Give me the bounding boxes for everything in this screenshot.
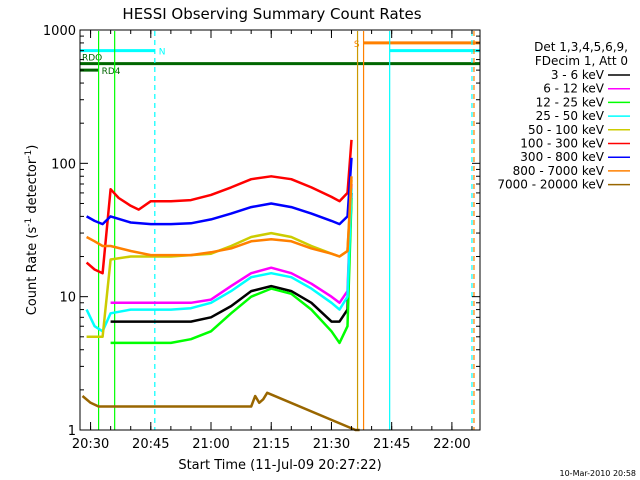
x-tick-label-3: 21:15 bbox=[253, 437, 290, 452]
legend-label-6: 300 - 800 keV bbox=[520, 150, 604, 164]
x-tick-label-4: 21:30 bbox=[313, 437, 350, 452]
legend-label-0: 3 - 6 keV bbox=[551, 68, 605, 82]
y-tick-label-2: 100 bbox=[51, 157, 76, 172]
vertical-markers-layer bbox=[98, 31, 475, 430]
legend-label-3: 25 - 50 keV bbox=[536, 109, 605, 123]
series-line-3 bbox=[85, 188, 353, 333]
x-tick-label-6: 22:00 bbox=[433, 437, 470, 452]
y-axis-label: Count Rate (s-1 detector-1) bbox=[24, 145, 40, 316]
y-tick-label-1: 10 bbox=[59, 291, 76, 306]
chart-title: HESSI Observing Summary Count Rates bbox=[122, 5, 421, 23]
x-tick-label-1: 20:45 bbox=[132, 437, 169, 452]
x-axis-label: Start Time (11-Jul-09 20:27:22) bbox=[178, 458, 381, 473]
series-line-7 bbox=[86, 176, 353, 258]
legend-label-5: 100 - 300 keV bbox=[520, 137, 604, 151]
x-tick-label-0: 20:30 bbox=[72, 437, 109, 452]
date-stamp: 10-Mar-2010 20:58 bbox=[560, 469, 637, 478]
series-line-5 bbox=[85, 139, 353, 275]
flag-label-s: S bbox=[354, 40, 360, 50]
series-line-8 bbox=[81, 391, 360, 432]
y-axis-label-sup2: -1 bbox=[24, 150, 34, 159]
x-tick-label-5: 21:45 bbox=[373, 437, 410, 452]
legend-label-7: 800 - 7000 keV bbox=[513, 164, 605, 178]
series-line-0 bbox=[110, 192, 353, 323]
y-tick-label-0: 1 bbox=[68, 424, 76, 439]
x-tick-label-2: 21:00 bbox=[192, 437, 229, 452]
y-axis-label-sup1: -1 bbox=[24, 218, 34, 227]
x-axis: 20:30 20:45 21:00 21:15 21:30 21:45 22:00 bbox=[72, 30, 473, 452]
series-layer bbox=[81, 139, 360, 432]
y-tick-label-3: 1000 bbox=[43, 24, 76, 39]
legend-header-2: FDecim 1, Att 0 bbox=[535, 54, 628, 68]
legend-label-4: 50 - 100 keV bbox=[528, 123, 605, 137]
y-axis-label-main: Count Rate (s bbox=[25, 227, 40, 316]
plot-frame bbox=[79, 29, 481, 431]
legend-label-1: 6 - 12 keV bbox=[543, 82, 605, 96]
flag-label-n: N bbox=[159, 48, 166, 58]
series-line-6 bbox=[85, 157, 353, 226]
series-line-1 bbox=[110, 183, 353, 305]
legend: Det 1,3,4,5,6,9, FDecim 1, Att 0 3 - 6 k… bbox=[497, 40, 630, 192]
flag-label-rd4: RD4 bbox=[102, 67, 121, 77]
flag-label-rdo: RDO bbox=[82, 54, 102, 64]
y-axis-label-mid: detector bbox=[25, 158, 40, 218]
legend-header-1: Det 1,3,4,5,6,9, bbox=[534, 40, 628, 54]
legend-label-2: 12 - 25 keV bbox=[536, 95, 605, 109]
y-axis-label-end: ) bbox=[25, 145, 40, 150]
series-line-2 bbox=[110, 197, 353, 345]
legend-label-8: 7000 - 20000 keV bbox=[497, 178, 604, 192]
y-axis: 1 10 100 1000 bbox=[43, 24, 480, 439]
